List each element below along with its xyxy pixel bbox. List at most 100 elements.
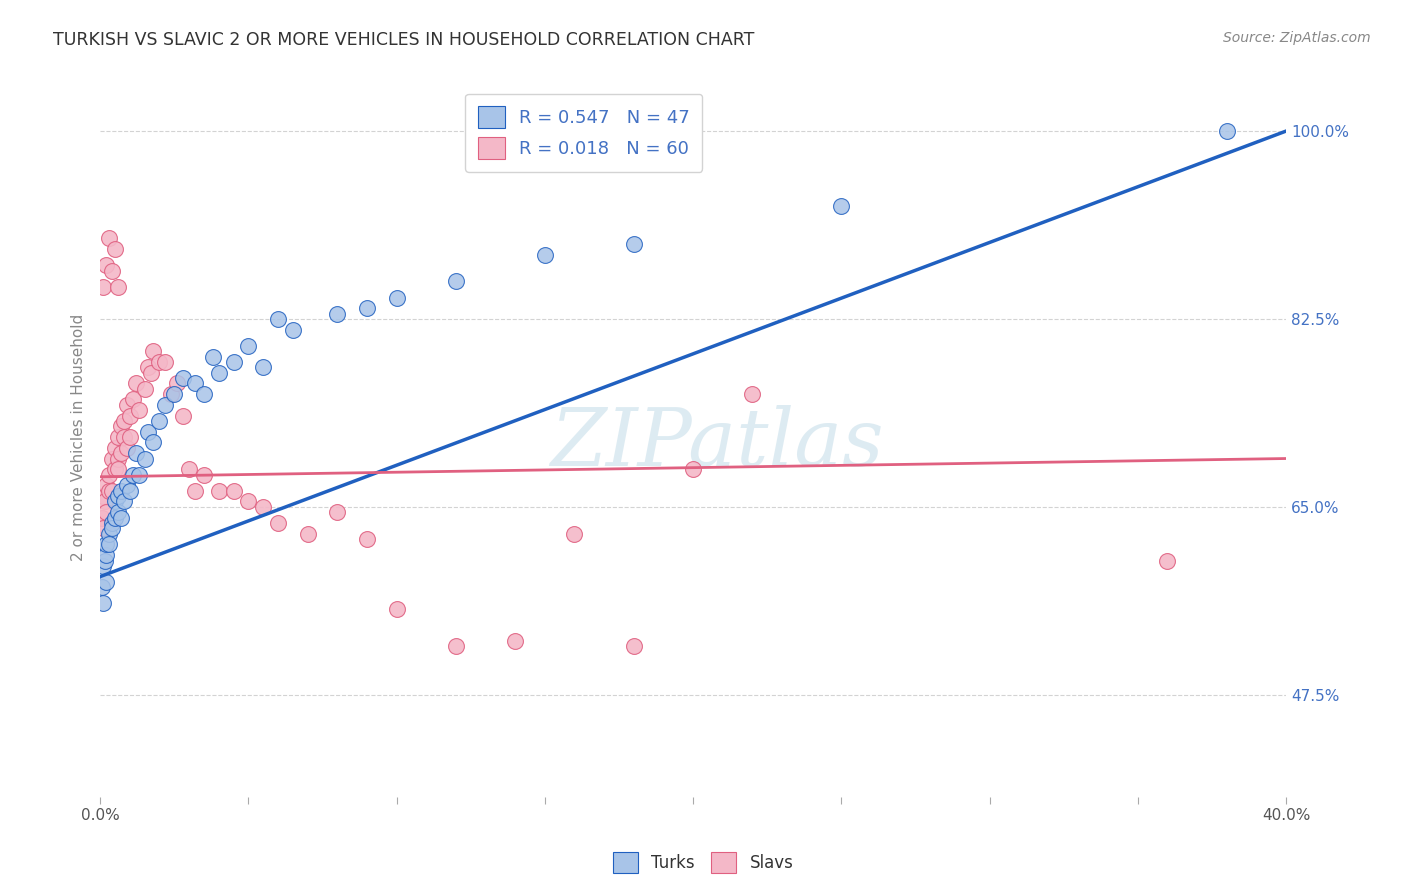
- Point: [267, 516, 290, 530]
- Point: [128, 467, 150, 482]
- Point: [107, 505, 129, 519]
- Point: [110, 446, 132, 460]
- Point: [107, 462, 129, 476]
- Point: [112, 430, 135, 444]
- Point: [125, 376, 148, 391]
- Point: [148, 355, 170, 369]
- Point: [110, 419, 132, 434]
- Point: [90, 510, 112, 524]
- Point: [93, 494, 115, 508]
- Point: [110, 510, 132, 524]
- Point: [564, 526, 586, 541]
- Point: [90, 580, 112, 594]
- Point: [741, 387, 763, 401]
- Point: [107, 279, 129, 293]
- Point: [94, 574, 117, 589]
- Point: [101, 263, 124, 277]
- Point: [444, 640, 467, 654]
- Point: [98, 483, 121, 498]
- Point: [252, 500, 274, 514]
- Point: [104, 494, 127, 508]
- Point: [136, 360, 159, 375]
- Point: [94, 505, 117, 519]
- Point: [356, 532, 378, 546]
- Point: [91, 279, 114, 293]
- Point: [101, 451, 124, 466]
- Point: [163, 387, 186, 401]
- Point: [1215, 124, 1237, 138]
- Text: TURKISH VS SLAVIC 2 OR MORE VEHICLES IN HOUSEHOLD CORRELATION CHART: TURKISH VS SLAVIC 2 OR MORE VEHICLES IN …: [53, 31, 755, 49]
- Point: [356, 301, 378, 316]
- Point: [91, 489, 114, 503]
- Point: [184, 483, 207, 498]
- Y-axis label: 2 or more Vehicles in Household: 2 or more Vehicles in Household: [72, 313, 86, 561]
- Point: [115, 441, 138, 455]
- Point: [93, 553, 115, 567]
- Point: [142, 435, 165, 450]
- Point: [155, 355, 177, 369]
- Text: ZIPatlas: ZIPatlas: [550, 406, 883, 483]
- Point: [94, 537, 117, 551]
- Point: [172, 371, 194, 385]
- Point: [125, 446, 148, 460]
- Point: [134, 382, 156, 396]
- Point: [104, 242, 127, 256]
- Point: [166, 376, 188, 391]
- Point: [101, 483, 124, 498]
- Point: [208, 483, 231, 498]
- Point: [208, 366, 231, 380]
- Point: [134, 451, 156, 466]
- Point: [184, 376, 207, 391]
- Point: [160, 387, 183, 401]
- Point: [118, 483, 141, 498]
- Point: [101, 521, 124, 535]
- Point: [94, 478, 117, 492]
- Point: [222, 483, 245, 498]
- Point: [830, 199, 852, 213]
- Point: [104, 462, 127, 476]
- Point: [148, 414, 170, 428]
- Point: [503, 634, 526, 648]
- Text: Source: ZipAtlas.com: Source: ZipAtlas.com: [1223, 31, 1371, 45]
- Point: [1156, 553, 1178, 567]
- Point: [297, 526, 319, 541]
- Point: [121, 467, 143, 482]
- Point: [115, 398, 138, 412]
- Point: [101, 516, 124, 530]
- Point: [104, 441, 127, 455]
- Point: [623, 640, 645, 654]
- Point: [238, 339, 260, 353]
- Point: [193, 467, 215, 482]
- Point: [91, 597, 114, 611]
- Point: [112, 414, 135, 428]
- Point: [118, 409, 141, 423]
- Point: [172, 409, 194, 423]
- Point: [142, 344, 165, 359]
- Point: [98, 537, 121, 551]
- Point: [281, 323, 304, 337]
- Point: [623, 236, 645, 251]
- Legend: R = 0.547   N = 47, R = 0.018   N = 60: R = 0.547 N = 47, R = 0.018 N = 60: [465, 94, 703, 172]
- Point: [107, 430, 129, 444]
- Point: [139, 366, 162, 380]
- Point: [98, 231, 121, 245]
- Point: [533, 247, 555, 261]
- Legend: Turks, Slavs: Turks, Slavs: [606, 846, 800, 880]
- Point: [252, 360, 274, 375]
- Point: [110, 483, 132, 498]
- Point: [177, 462, 200, 476]
- Point: [107, 451, 129, 466]
- Point: [115, 478, 138, 492]
- Point: [121, 392, 143, 407]
- Point: [128, 403, 150, 417]
- Point: [94, 258, 117, 272]
- Point: [104, 510, 127, 524]
- Point: [136, 425, 159, 439]
- Point: [222, 355, 245, 369]
- Point: [201, 350, 224, 364]
- Point: [91, 521, 114, 535]
- Point: [326, 307, 349, 321]
- Point: [682, 462, 704, 476]
- Point: [107, 489, 129, 503]
- Point: [193, 387, 215, 401]
